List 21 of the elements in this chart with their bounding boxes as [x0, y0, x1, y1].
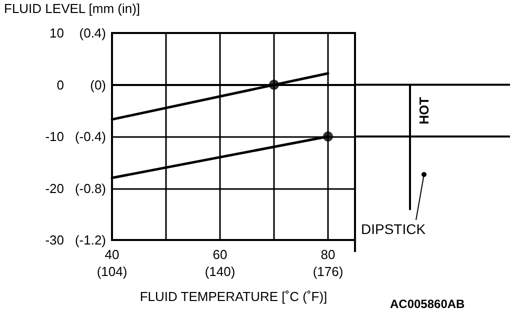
y-tick-label: -20	[45, 180, 64, 196]
text: DIPSTICK	[361, 221, 426, 237]
y-tick-label: 10	[50, 26, 64, 40]
text: HOT	[416, 96, 432, 124]
y2-tick-label: (-0.4)	[74, 129, 106, 144]
x-tick-label: 40	[104, 247, 120, 262]
y-tick-label: -30	[45, 232, 64, 248]
y2-tick-label: (-1.2)	[74, 232, 106, 248]
y-tick-label: 0	[56, 77, 64, 92]
y-axis-title: FLUID LEVEL [mm (in)]	[4, 1, 140, 16]
x2-tick-label: (104)	[96, 264, 128, 279]
y2-tick-label: (0)	[90, 77, 106, 92]
x-tick-label: 80	[320, 247, 336, 262]
x2-tick-label: (140)	[204, 264, 236, 279]
y2-tick-label: (-0.8)	[74, 180, 106, 196]
x-tick-label: 60	[212, 247, 228, 262]
text: AC005860AB	[390, 297, 466, 311]
y-tick-label: -10	[45, 129, 64, 144]
y2-tick-label: (0.4)	[79, 26, 106, 40]
x2-tick-label: (176)	[312, 264, 344, 279]
x-axis-title: FLUID TEMPERATURE [˚C (˚F)]	[140, 289, 328, 304]
